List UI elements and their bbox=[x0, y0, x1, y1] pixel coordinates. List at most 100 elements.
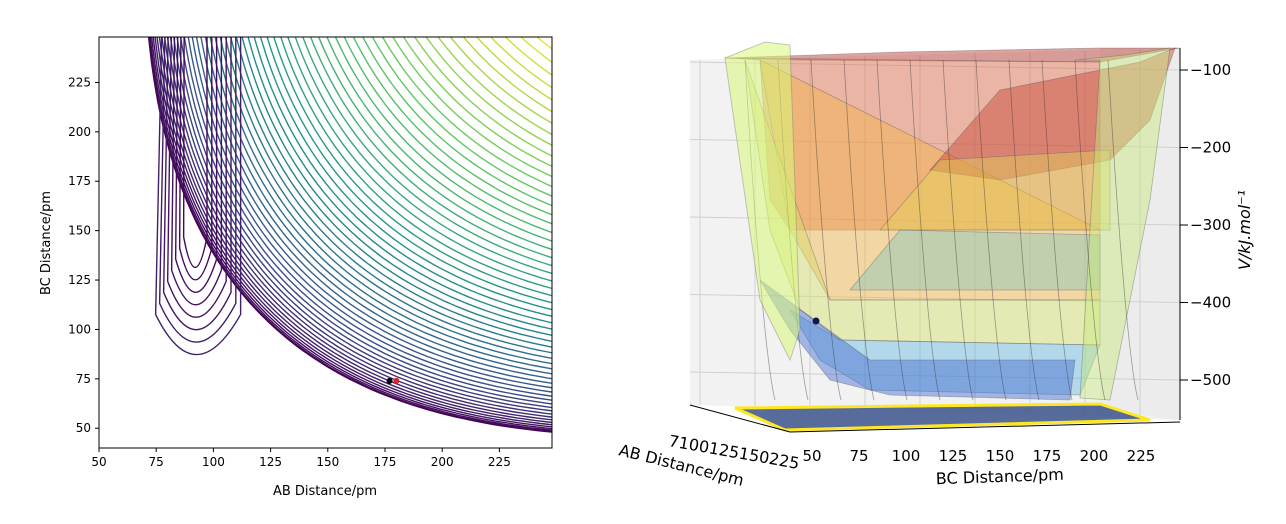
trajectory bbox=[386, 377, 400, 384]
bc-axis-ticks: 50 75 100 125 150 175 200 225 bbox=[802, 447, 1155, 465]
contour-line bbox=[381, 37, 552, 188]
contour-line bbox=[187, 37, 552, 389]
x-tick-label: 200 bbox=[431, 455, 454, 469]
surface-band bbox=[879, 149, 1111, 231]
y-tick-label: 50 bbox=[76, 421, 91, 435]
bc-tick-label: 125 bbox=[939, 447, 968, 465]
surface-wire bbox=[1041, 59, 1073, 401]
contour-line bbox=[158, 37, 552, 421]
surface-band bbox=[849, 229, 1101, 291]
contour-line bbox=[253, 37, 552, 317]
surface-band bbox=[1074, 47, 1171, 401]
contour-line bbox=[413, 37, 552, 157]
trajectory-point bbox=[386, 377, 393, 384]
contour-lines bbox=[147, 37, 552, 433]
contour-line bbox=[309, 37, 552, 259]
surface-wire bbox=[810, 59, 842, 401]
contour-line bbox=[182, 37, 208, 269]
surface-wire bbox=[909, 59, 941, 401]
y-tick-label: 225 bbox=[68, 75, 91, 89]
contour-line bbox=[449, 37, 552, 124]
contour-line bbox=[149, 37, 552, 431]
contour-line bbox=[219, 37, 552, 354]
y-tick-label: 175 bbox=[68, 174, 91, 188]
y-tick-label: 200 bbox=[68, 125, 91, 139]
contour-line bbox=[287, 37, 552, 282]
contour-chart: 50 75 100 125 150 175 200 225 50 75 100 125 150 175 2… bbox=[39, 36, 553, 499]
bc-tick-label: 100 bbox=[892, 447, 921, 465]
contour-line bbox=[179, 37, 552, 397]
y-axis-ticks: 50 75 100 125 150 175 200 225 bbox=[68, 75, 99, 435]
contour-line bbox=[462, 37, 552, 113]
surface-edge bbox=[724, 41, 801, 362]
contour-line bbox=[154, 37, 552, 426]
y-tick-label: 75 bbox=[76, 372, 91, 386]
surface-wire bbox=[1074, 59, 1106, 401]
surface-wire bbox=[942, 59, 974, 401]
contour-line bbox=[302, 37, 552, 267]
y-tick-label: 150 bbox=[68, 224, 91, 238]
x-tick-label: 150 bbox=[316, 455, 339, 469]
floor-contour-rim bbox=[734, 402, 1151, 432]
contour-line bbox=[352, 37, 552, 216]
contour-line bbox=[490, 37, 552, 89]
contour-line bbox=[402, 37, 552, 168]
x-axis-line bbox=[689, 404, 791, 433]
x-tick-label: 225 bbox=[488, 455, 511, 469]
bc-tick-label: 200 bbox=[1080, 447, 1109, 465]
contour-line bbox=[150, 37, 552, 430]
surface-wire bbox=[843, 59, 875, 401]
contour-line bbox=[204, 37, 552, 370]
contour-line bbox=[273, 37, 552, 297]
contour-line bbox=[241, 37, 552, 330]
floor-contour bbox=[735, 404, 1150, 430]
contour-line bbox=[266, 37, 552, 304]
contour-line bbox=[326, 37, 552, 242]
z-tick-label: −200 bbox=[1190, 139, 1231, 157]
bc-tick-label: 150 bbox=[986, 447, 1015, 465]
contour-line bbox=[371, 37, 552, 197]
contour-line bbox=[195, 37, 552, 380]
x-tick-label: 50 bbox=[91, 455, 106, 469]
contour-line bbox=[224, 37, 552, 348]
surface-chart: −100 −200 −300 −400 −500 50 75 100 125 150 175 200… bbox=[617, 41, 1254, 490]
surface-wire bbox=[1107, 59, 1139, 401]
contour-line bbox=[176, 37, 552, 401]
potential-surface bbox=[724, 41, 1181, 401]
contour-line bbox=[158, 37, 237, 343]
x-tick-label: 175 bbox=[374, 455, 397, 469]
contour-line bbox=[148, 37, 552, 433]
contour-frame bbox=[98, 36, 553, 449]
bc-tick-label: 50 bbox=[802, 447, 821, 465]
contour-line bbox=[230, 37, 552, 342]
surface-wire bbox=[975, 59, 1007, 401]
contour-line bbox=[163, 37, 552, 415]
contour-line bbox=[259, 37, 552, 311]
y3d-axis-label: BC Distance/pm bbox=[935, 465, 1064, 488]
contour-line bbox=[214, 37, 552, 360]
contour-line bbox=[183, 37, 552, 393]
surface-band bbox=[929, 47, 1176, 181]
contour-line bbox=[294, 37, 552, 275]
contour-line bbox=[166, 37, 552, 412]
z-tick-label: −500 bbox=[1190, 371, 1231, 389]
contour-line bbox=[334, 37, 552, 234]
contour-line bbox=[343, 37, 552, 225]
z-axis-ticks: −100 −200 −300 −400 −500 bbox=[1180, 61, 1231, 389]
contour-line bbox=[247, 37, 552, 324]
bc-tick-label: 225 bbox=[1127, 447, 1156, 465]
contour-line bbox=[209, 37, 552, 365]
contour-line bbox=[235, 37, 552, 337]
contour-line bbox=[392, 37, 552, 178]
z-axis-label: V/kJ.mol⁻¹ bbox=[1235, 190, 1254, 270]
bc-tick-label: 175 bbox=[1033, 447, 1062, 465]
contour-line bbox=[166, 37, 227, 318]
contour-line bbox=[200, 37, 552, 375]
contour-line bbox=[425, 37, 552, 147]
x-tick-label: 75 bbox=[149, 455, 164, 469]
x-tick-label: 125 bbox=[259, 455, 282, 469]
z-tick-label: −300 bbox=[1190, 216, 1231, 234]
y-axis-line bbox=[789, 421, 1181, 433]
trajectory-point bbox=[393, 377, 400, 384]
x-axis-label: AB Distance/pm bbox=[273, 484, 377, 499]
